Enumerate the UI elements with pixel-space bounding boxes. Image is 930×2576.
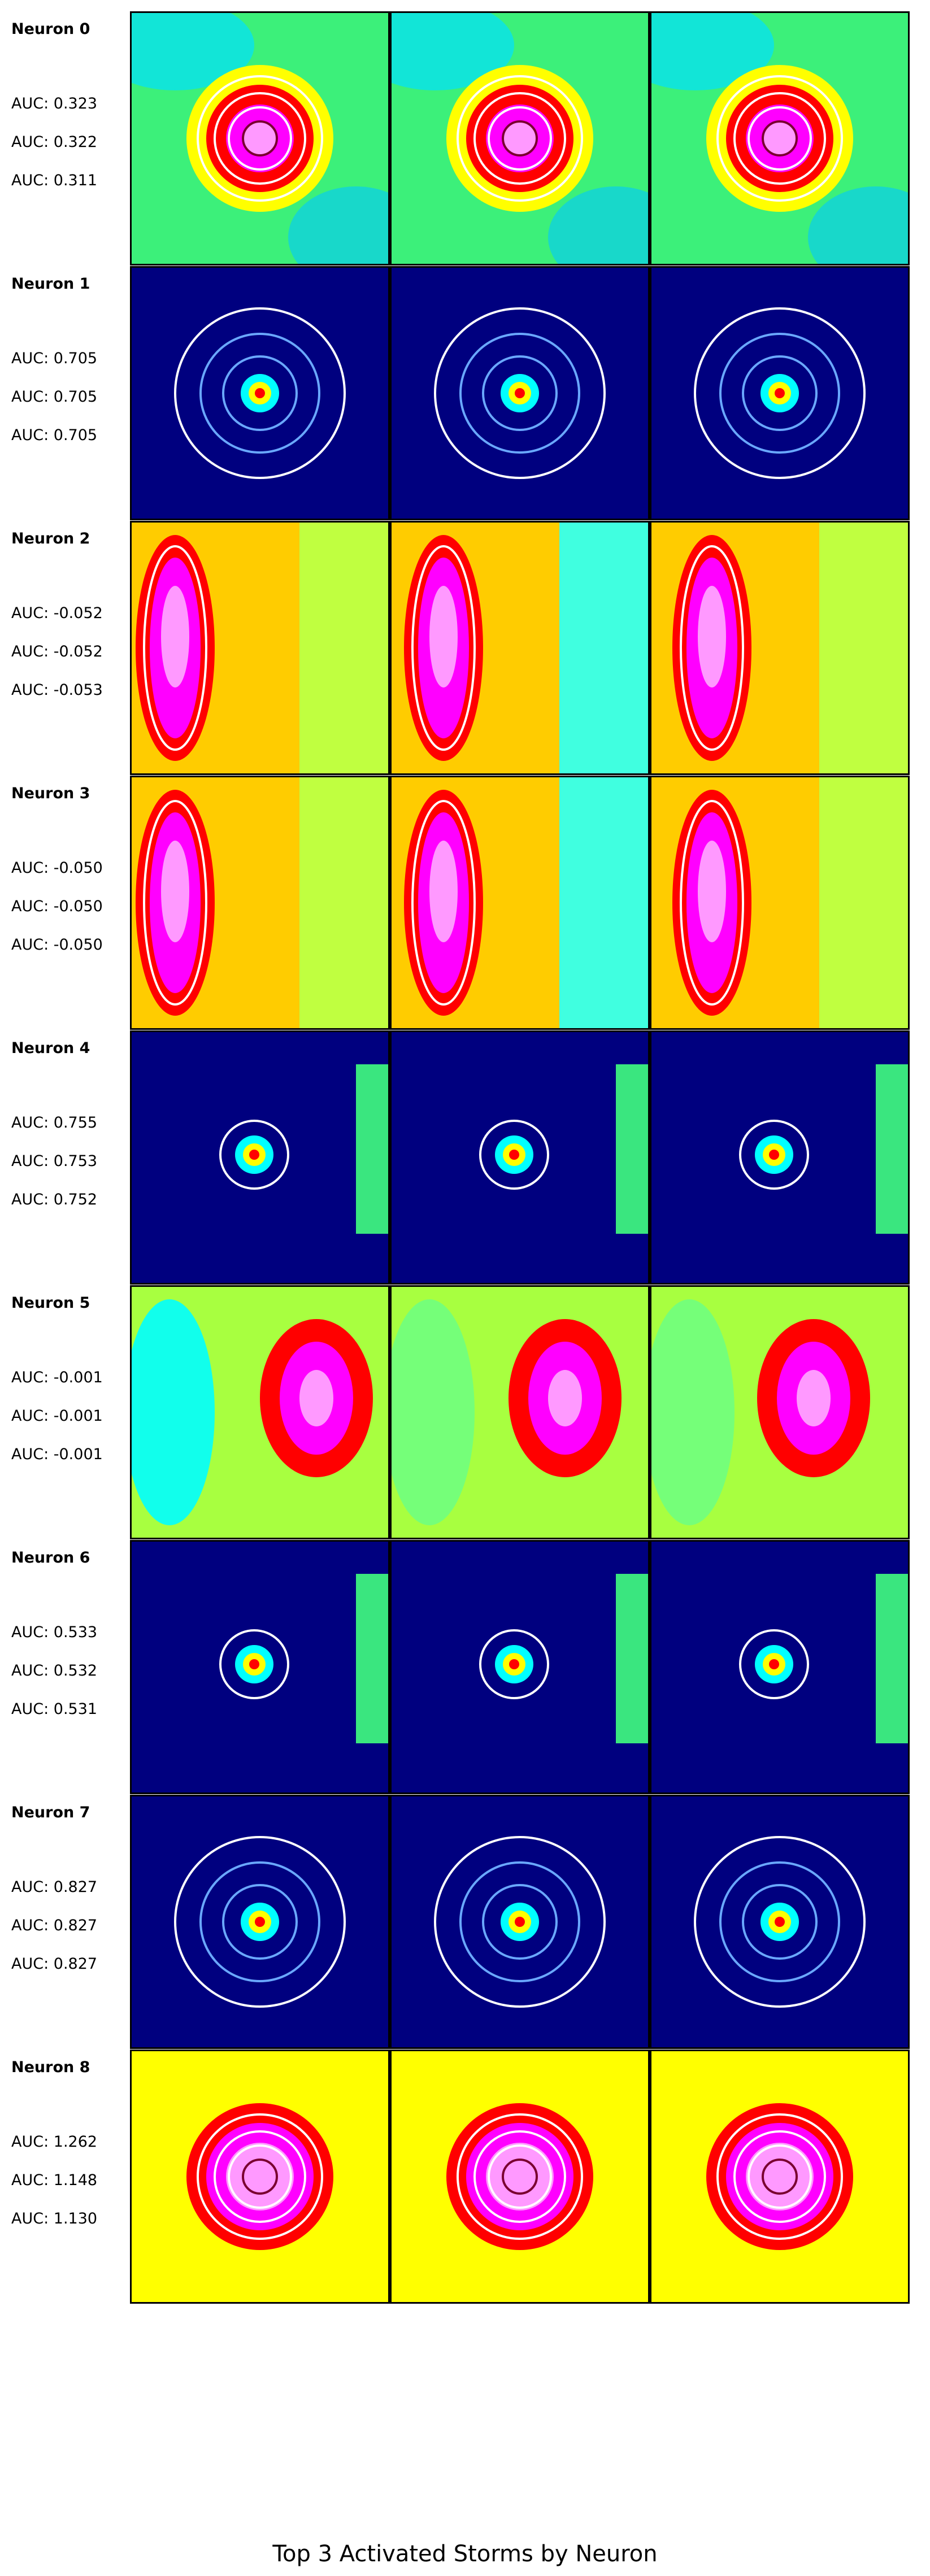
storm-panel [130, 1285, 390, 1539]
storm-heatmap [130, 1540, 390, 1794]
storm-panel [390, 1285, 650, 1539]
storm-heatmap [130, 1795, 390, 2049]
storm-heatmap [650, 521, 910, 775]
storm-heatmap [390, 1795, 650, 2049]
storm-heatmap [390, 776, 650, 1030]
storm-heatmap [650, 266, 910, 520]
auc-value: AUC: 0.532 [11, 1662, 98, 1679]
storm-panel [130, 776, 390, 1030]
storm-heatmap [650, 1030, 910, 1285]
storm-heatmap [130, 2050, 390, 2304]
auc-value: AUC: 0.533 [11, 1624, 98, 1641]
auc-value: AUC: 0.531 [11, 1700, 98, 1718]
auc-value: AUC: -0.001 [11, 1369, 103, 1386]
auc-value: AUC: 1.262 [11, 2133, 98, 2151]
auc-value: AUC: 0.827 [11, 1955, 98, 1973]
neuron-label: Neuron 1 [11, 275, 90, 293]
storm-heatmap [650, 2050, 910, 2304]
storm-panel [650, 11, 910, 266]
storm-heatmap [390, 11, 650, 266]
auc-value: AUC: -0.001 [11, 1446, 103, 1463]
storm-heatmap [130, 1030, 390, 1285]
neuron-label: Neuron 2 [11, 530, 90, 547]
storm-heatmap [130, 266, 390, 520]
auc-value: AUC: 0.827 [11, 1917, 98, 1934]
auc-value: AUC: -0.052 [11, 604, 103, 622]
auc-value: AUC: -0.050 [11, 898, 103, 915]
storm-heatmap [390, 521, 650, 775]
storm-heatmap [650, 1540, 910, 1794]
auc-value: AUC: 0.827 [11, 1878, 98, 1896]
storm-heatmap [130, 11, 390, 266]
auc-value: AUC: -0.052 [11, 643, 103, 660]
auc-value: AUC: 1.148 [11, 2172, 98, 2189]
auc-value: AUC: 0.311 [11, 172, 98, 189]
storm-panel [390, 11, 650, 266]
neuron-label: Neuron 5 [11, 1294, 90, 1312]
storm-heatmap [390, 2050, 650, 2304]
storm-heatmap [130, 521, 390, 775]
storm-heatmap [130, 776, 390, 1030]
auc-value: AUC: 0.705 [11, 427, 98, 444]
storm-heatmap [390, 266, 650, 520]
storm-panel [390, 521, 650, 775]
auc-value: AUC: -0.053 [11, 681, 103, 699]
auc-value: AUC: 0.705 [11, 350, 98, 367]
storm-panel [390, 1030, 650, 1285]
storm-panel [650, 266, 910, 520]
storm-panel [130, 1030, 390, 1285]
storm-panel [390, 1540, 650, 1794]
storm-heatmap [650, 776, 910, 1030]
storm-panel [650, 1285, 910, 1539]
storm-panel [130, 2050, 390, 2304]
neuron-label: Neuron 0 [11, 20, 90, 38]
auc-value: AUC: -0.001 [11, 1407, 103, 1425]
storm-panel [390, 776, 650, 1030]
storm-heatmap [130, 1285, 390, 1539]
auc-value: AUC: 0.755 [11, 1114, 98, 1132]
neuron-label: Neuron 6 [11, 1549, 90, 1567]
neuron-label: Neuron 4 [11, 1039, 90, 1057]
storm-panel [130, 1540, 390, 1794]
auc-value: AUC: 0.753 [11, 1152, 98, 1170]
storm-heatmap [650, 11, 910, 266]
storm-heatmap [650, 1795, 910, 2049]
storm-panel [130, 266, 390, 520]
storm-panel [390, 2050, 650, 2304]
neuron-label: Neuron 8 [11, 2059, 90, 2076]
storm-panel [390, 266, 650, 520]
storm-panel [650, 1030, 910, 1285]
auc-value: AUC: 1.130 [11, 2210, 98, 2227]
auc-value: AUC: 0.322 [11, 133, 98, 151]
figure-title: Top 3 Activated Storms by Neuron [272, 2541, 658, 2567]
auc-value: AUC: 0.323 [11, 95, 98, 112]
storm-heatmap [650, 1285, 910, 1539]
storm-heatmap [390, 1285, 650, 1539]
neuron-label: Neuron 3 [11, 785, 90, 802]
storm-panel [130, 521, 390, 775]
storm-heatmap [390, 1540, 650, 1794]
auc-value: AUC: 0.705 [11, 388, 98, 406]
storm-panel [390, 1795, 650, 2049]
neuron-label: Neuron 7 [11, 1804, 90, 1821]
auc-value: AUC: -0.050 [11, 859, 103, 877]
storm-panel [130, 1795, 390, 2049]
storm-panel [650, 776, 910, 1030]
storm-heatmap [390, 1030, 650, 1285]
storm-panel [650, 1795, 910, 2049]
storm-panel [650, 521, 910, 775]
auc-value: AUC: 0.752 [11, 1191, 98, 1208]
storm-panel [650, 2050, 910, 2304]
storm-panel [130, 11, 390, 266]
auc-value: AUC: -0.050 [11, 936, 103, 954]
storm-panel [650, 1540, 910, 1794]
